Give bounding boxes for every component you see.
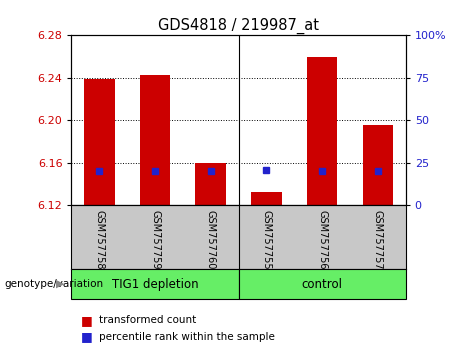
Text: GSM757758: GSM757758: [95, 210, 104, 270]
Bar: [251, 192, 282, 205]
Text: GSM757756: GSM757756: [317, 210, 327, 270]
Text: control: control: [301, 278, 343, 291]
Text: genotype/variation: genotype/variation: [5, 279, 104, 289]
Text: ■: ■: [81, 314, 92, 327]
Bar: [238, 269, 406, 299]
Text: GSM757757: GSM757757: [373, 210, 383, 270]
Text: percentile rank within the sample: percentile rank within the sample: [99, 332, 275, 342]
Text: GSM757755: GSM757755: [261, 210, 272, 270]
Text: ■: ■: [81, 331, 92, 343]
Bar: [362, 125, 393, 205]
Text: TIG1 depletion: TIG1 depletion: [112, 278, 198, 291]
Bar: [71, 269, 239, 299]
Bar: [140, 75, 170, 205]
Text: transformed count: transformed count: [99, 315, 196, 325]
Bar: [195, 163, 226, 205]
Text: GSM757759: GSM757759: [150, 210, 160, 270]
Bar: [84, 79, 115, 205]
Title: GDS4818 / 219987_at: GDS4818 / 219987_at: [158, 18, 319, 34]
Text: ▶: ▶: [56, 279, 64, 289]
Text: GSM757760: GSM757760: [206, 210, 216, 270]
Bar: [307, 57, 337, 205]
